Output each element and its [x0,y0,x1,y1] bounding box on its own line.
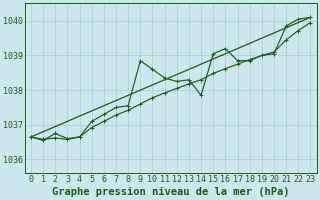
X-axis label: Graphe pression niveau de la mer (hPa): Graphe pression niveau de la mer (hPa) [52,186,290,197]
